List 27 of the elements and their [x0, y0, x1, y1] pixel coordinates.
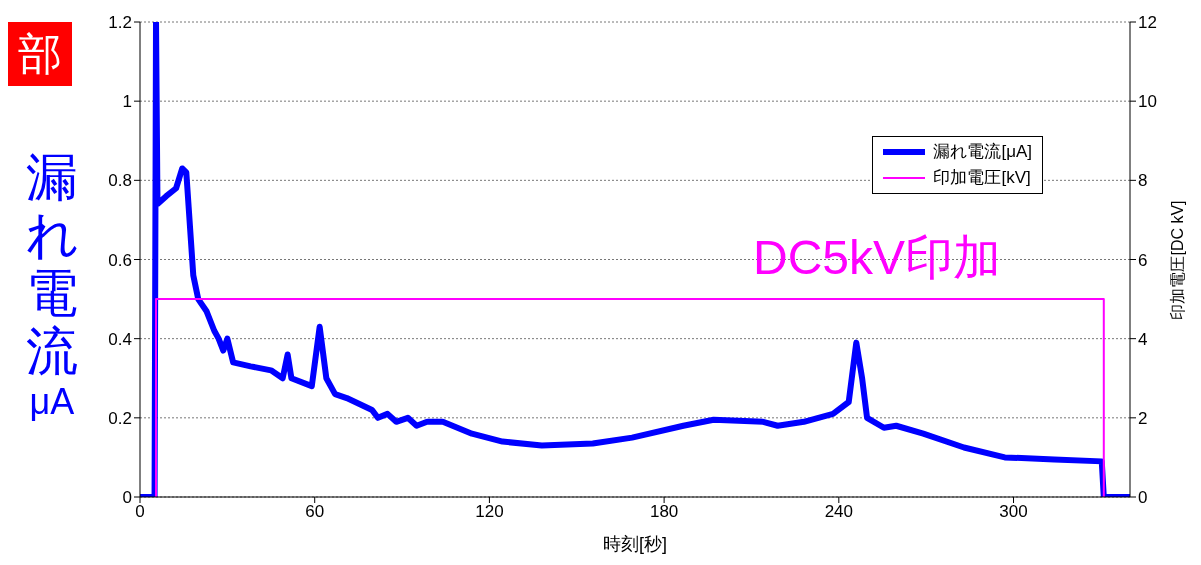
y-tick-label: 1.2 [108, 13, 132, 33]
x-axis-title: 時刻[秒] [602, 534, 668, 554]
y-tick-label: 0.6 [108, 250, 132, 270]
y-tick-label: 0.4 [108, 329, 132, 349]
x-tick-label: 180 [649, 502, 679, 522]
y2-tick-label: 10 [1138, 92, 1157, 112]
legend-label: 印加電圧[kV] [933, 167, 1031, 189]
x-tick-label: 300 [999, 502, 1028, 522]
y2-tick-label: 4 [1138, 329, 1148, 349]
y2-tick-label: 2 [1138, 408, 1148, 428]
annotation: DC5kV印加 [753, 230, 1002, 286]
y2-tick-label: 12 [1138, 13, 1157, 33]
y2-axis-title: 印加電圧[DC kV] [1168, 199, 1187, 320]
y-tick-label: 0.8 [108, 171, 132, 191]
x-tick-label: 240 [824, 502, 854, 522]
y2-tick-label: 0 [1138, 488, 1148, 508]
legend-label: 漏れ電流[μA] [933, 141, 1032, 163]
x-tick-label: 120 [475, 502, 504, 522]
x-tick-label: 60 [305, 502, 325, 522]
text: 部 [8, 22, 72, 86]
y-tick-label: 1 [122, 92, 132, 112]
y-tick-label: 0.2 [108, 408, 132, 428]
y2-tick-label: 8 [1138, 171, 1148, 191]
y-axis-title: 漏れ電流 μA [24, 148, 80, 424]
y2-tick-label: 6 [1138, 250, 1148, 270]
y-tick-label: 0 [122, 488, 132, 508]
x-tick-label: 0 [135, 502, 145, 522]
